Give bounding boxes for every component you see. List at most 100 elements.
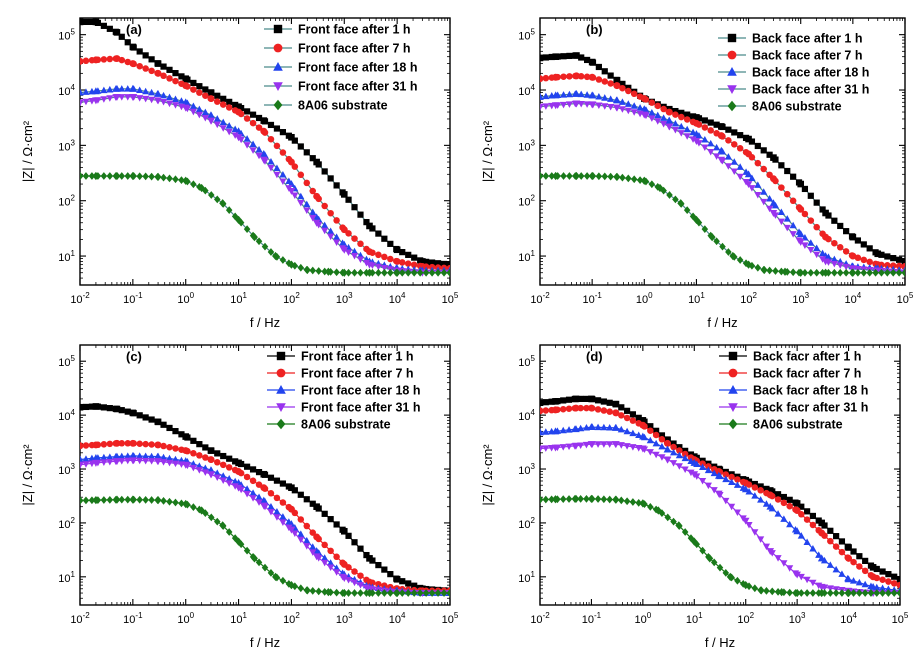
data-point: [154, 458, 162, 466]
data-marker: [542, 407, 550, 414]
data-marker: [327, 233, 335, 241]
data-marker: [297, 516, 305, 523]
chart-panel-a: 10-2 10-1 100 101 102 103 104 105 101 102 103 104 10…: [20, 17, 459, 330]
data-point: [259, 502, 268, 510]
data-marker: [595, 63, 602, 71]
data-point: [572, 89, 581, 97]
x-tick-label: 101: [686, 611, 703, 626]
data-point: [572, 494, 580, 503]
data-point: [715, 468, 723, 475]
data-point: [287, 581, 295, 590]
data-marker: [428, 259, 436, 266]
data-point: [587, 441, 596, 449]
data-point: [272, 572, 279, 581]
data-point: [717, 156, 726, 164]
data-point: [639, 421, 647, 429]
data-marker: [297, 192, 305, 200]
data-marker: [565, 396, 573, 403]
x-tick-label: 104: [840, 611, 857, 626]
data-marker: [404, 589, 412, 597]
y-tick-label: 101: [518, 570, 535, 585]
data-marker: [172, 77, 179, 85]
data-marker: [801, 210, 809, 218]
series-4: [540, 441, 900, 598]
data-marker: [838, 570, 846, 577]
data-marker: [291, 137, 298, 144]
data-marker: [629, 411, 637, 418]
data-marker: [542, 399, 549, 406]
series-area: [540, 395, 900, 598]
data-point: [181, 461, 190, 469]
data-marker: [124, 452, 132, 459]
data-point: [129, 60, 137, 68]
data-marker: [699, 546, 706, 555]
data-marker: [730, 168, 738, 176]
data-marker: [879, 576, 886, 584]
data-marker: [774, 491, 782, 498]
data-marker: [375, 251, 382, 259]
data-marker: [279, 519, 287, 526]
data-marker: [780, 515, 788, 522]
data-marker: [724, 163, 732, 170]
data-marker: [345, 532, 352, 539]
data-point: [393, 257, 401, 265]
data-marker: [884, 268, 891, 277]
data-point: [778, 587, 786, 597]
data-marker: [416, 589, 424, 597]
data-marker: [832, 589, 840, 597]
data-marker: [374, 263, 382, 271]
data-marker: [136, 172, 143, 181]
data-marker: [267, 474, 275, 481]
data-point: [818, 529, 826, 537]
data-marker: [803, 538, 811, 546]
x-tick-label: 103: [336, 611, 353, 626]
data-marker: [303, 496, 310, 503]
data-point: [312, 219, 321, 227]
y-axis-title: |Z| / Ω·cm²: [480, 120, 495, 182]
data-marker: [748, 185, 756, 192]
data-marker: [866, 258, 873, 266]
data-marker: [701, 117, 708, 124]
data-point: [692, 138, 701, 145]
data-marker: [201, 108, 209, 116]
data-marker: [142, 457, 150, 465]
data-marker: [172, 70, 179, 77]
data-point: [366, 578, 373, 586]
data-marker: [677, 130, 685, 137]
data-marker: [884, 253, 891, 260]
data-marker: [548, 495, 555, 504]
data-marker: [166, 497, 173, 506]
data-marker: [399, 249, 406, 256]
data-marker: [148, 56, 155, 63]
data-marker: [387, 589, 394, 597]
data-marker: [357, 268, 364, 277]
data-point: [154, 441, 162, 449]
data-marker: [607, 172, 614, 181]
data-marker: [827, 589, 834, 597]
data-marker: [142, 172, 149, 181]
series-area: [80, 18, 450, 277]
data-marker: [202, 444, 209, 451]
data-marker: [683, 125, 691, 133]
data-marker: [219, 118, 227, 126]
series-3: [540, 89, 905, 274]
data-point: [251, 554, 258, 563]
data-marker: [807, 192, 814, 199]
data-marker: [689, 113, 697, 120]
data-marker: [565, 101, 574, 108]
data-marker: [160, 421, 167, 428]
data-point: [288, 133, 295, 141]
data-point: [446, 261, 450, 268]
data-point: [182, 75, 190, 83]
legend-marker: [276, 384, 286, 394]
data-marker: [751, 584, 759, 593]
data-marker: [136, 412, 143, 419]
data-marker: [606, 495, 613, 504]
legend-label: Front face after 1 h: [298, 23, 411, 37]
data-point: [675, 521, 683, 530]
data-marker: [809, 579, 817, 587]
data-marker: [279, 149, 287, 156]
data-point: [540, 428, 544, 436]
data-point: [287, 187, 296, 195]
data-point: [446, 268, 450, 277]
